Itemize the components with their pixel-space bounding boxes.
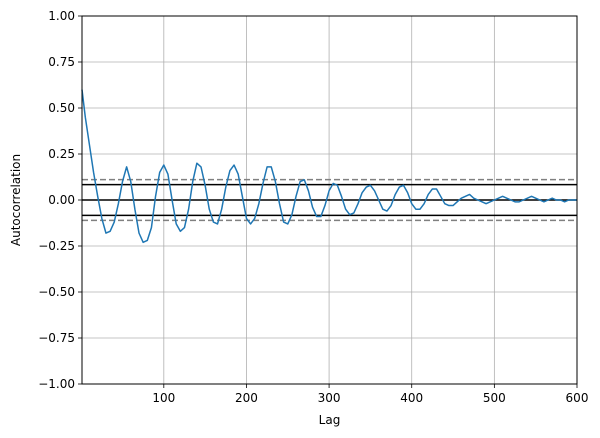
y-tick-label-8: 1.00 bbox=[48, 9, 75, 23]
x-tick-label-4: 500 bbox=[483, 391, 506, 405]
x-axis-title: Lag bbox=[319, 413, 341, 427]
y-axis-title: Autocorrelation bbox=[9, 154, 23, 246]
x-tick-label-0: 100 bbox=[152, 391, 175, 405]
y-tick-label-5: 0.25 bbox=[48, 147, 75, 161]
y-tick-label-0: −1.00 bbox=[38, 377, 75, 391]
series-layer bbox=[81, 89, 577, 244]
series-line-0 bbox=[81, 89, 577, 244]
y-tick-label-7: 0.75 bbox=[48, 55, 75, 69]
x-tick-label-3: 400 bbox=[400, 391, 423, 405]
y-tick-label-1: −0.75 bbox=[38, 331, 75, 345]
y-tick-label-2: −0.50 bbox=[38, 285, 75, 299]
x-tick-label-2: 300 bbox=[318, 391, 341, 405]
y-axis-ticks: −1.00 −0.75 −0.50 −0.25 0.00 0.25 0.50 0.75 1.00 bbox=[38, 9, 82, 391]
y-tick-label-3: −0.25 bbox=[38, 239, 75, 253]
y-tick-label-6: 0.50 bbox=[48, 101, 75, 115]
y-tick-label-4: 0.00 bbox=[48, 193, 75, 207]
x-axis-ticks: 100 200 300 400 500 600 bbox=[152, 384, 588, 405]
x-tick-label-1: 200 bbox=[235, 391, 258, 405]
x-tick-label-5: 600 bbox=[566, 391, 589, 405]
reference-lines bbox=[82, 178, 577, 222]
